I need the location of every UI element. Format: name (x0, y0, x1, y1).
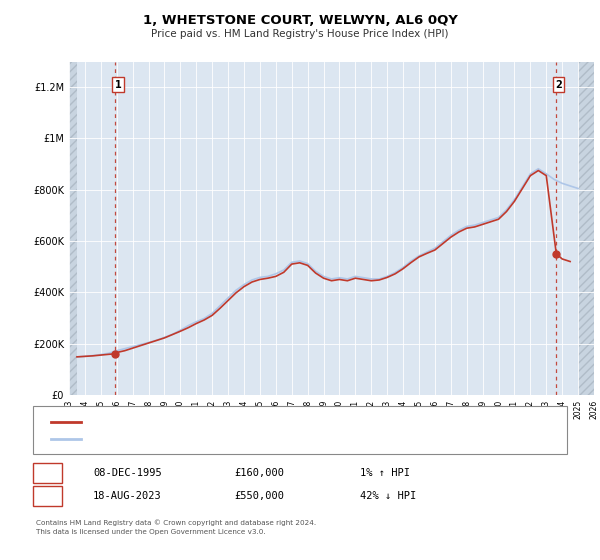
Text: £160,000: £160,000 (234, 468, 284, 478)
Text: 08-DEC-1995: 08-DEC-1995 (93, 468, 162, 478)
Text: Price paid vs. HM Land Registry's House Price Index (HPI): Price paid vs. HM Land Registry's House … (151, 29, 449, 39)
Bar (69, 62, 77, 395)
Text: 1, WHETSTONE COURT, WELWYN, AL6 0QY (detached house): 1, WHETSTONE COURT, WELWYN, AL6 0QY (det… (90, 418, 364, 427)
Text: 2: 2 (44, 491, 51, 501)
Text: 18-AUG-2023: 18-AUG-2023 (93, 491, 162, 501)
Text: 1: 1 (115, 80, 121, 90)
Text: £550,000: £550,000 (234, 491, 284, 501)
Text: This data is licensed under the Open Government Licence v3.0.: This data is licensed under the Open Gov… (36, 529, 266, 535)
Text: 1, WHETSTONE COURT, WELWYN, AL6 0QY: 1, WHETSTONE COURT, WELWYN, AL6 0QY (143, 14, 457, 27)
Text: 42% ↓ HPI: 42% ↓ HPI (360, 491, 416, 501)
Bar (578, 62, 594, 395)
Text: 1: 1 (44, 468, 51, 478)
Text: Contains HM Land Registry data © Crown copyright and database right 2024.: Contains HM Land Registry data © Crown c… (36, 520, 316, 526)
Text: 1% ↑ HPI: 1% ↑ HPI (360, 468, 410, 478)
Text: HPI: Average price, detached house, Welwyn Hatfield: HPI: Average price, detached house, Welw… (90, 435, 331, 444)
Text: 2: 2 (556, 80, 562, 90)
